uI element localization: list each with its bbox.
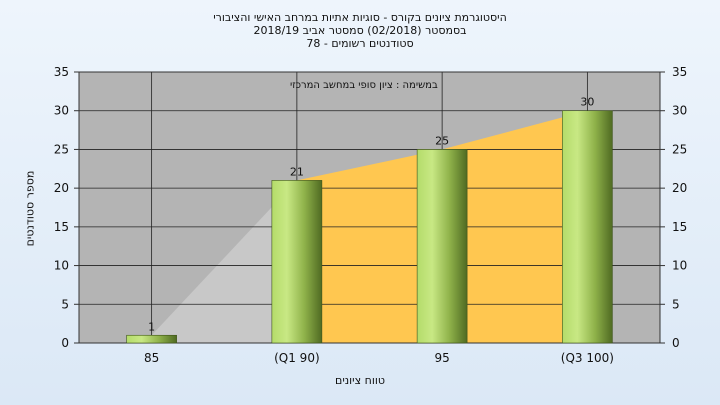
- y-axis-label: מספר סטודנטים: [23, 170, 37, 247]
- y-tick-right-5: 5: [672, 297, 680, 311]
- y-tick-right-15: 15: [672, 220, 687, 234]
- bar-0: [126, 334, 177, 344]
- y-tick-left-0: 0: [61, 336, 69, 350]
- x-tick-2: 95: [434, 351, 449, 365]
- x-tick-1: (Q1 90): [274, 351, 320, 365]
- y-tick-left-15: 15: [54, 220, 69, 234]
- y-tick-right-10: 10: [672, 259, 687, 273]
- area-segment-1: [151, 180, 297, 343]
- y-tick-right-0: 0: [672, 336, 680, 350]
- x-tick-3: (Q3 100): [561, 351, 614, 365]
- y-tick-left-35: 35: [54, 65, 69, 79]
- data-label-2: 25: [435, 134, 449, 147]
- y-tick-left-10: 10: [54, 259, 69, 273]
- chart-title: היסטוגרמת ציונים בקורס - סוגיות אתיות במ…: [213, 11, 507, 24]
- y-tick-left-25: 25: [54, 142, 69, 156]
- y-tick-right-35: 35: [672, 65, 687, 79]
- area-segment-2: [296, 149, 443, 343]
- data-label-0: 1: [148, 320, 155, 333]
- y-tick-left-20: 20: [54, 181, 69, 195]
- chart-annotation: במשימה : ציון סופי במחשב המרכזי: [290, 80, 438, 91]
- plot-border: [78, 71, 661, 344]
- data-label-3: 30: [580, 96, 594, 109]
- chart-subtitle-enrolled: סטודנטים רשומים - 78: [306, 37, 414, 50]
- bar-3: [562, 110, 613, 344]
- y-tick-left-30: 30: [54, 104, 69, 118]
- bar-1: [271, 180, 323, 344]
- y-tick-left-5: 5: [61, 297, 69, 311]
- y-tick-right-25: 25: [672, 142, 687, 156]
- x-tick-0: 85: [144, 351, 159, 365]
- data-label-1: 21: [290, 165, 304, 178]
- bar-2: [416, 149, 468, 344]
- y-tick-right-30: 30: [672, 104, 687, 118]
- x-axis-label: טווח ציונים: [335, 374, 385, 387]
- chart-subtitle-semester: בסמסטר (02/2018) סמסטר אביב 2018/19: [253, 24, 467, 37]
- y-tick-right-20: 20: [672, 181, 687, 195]
